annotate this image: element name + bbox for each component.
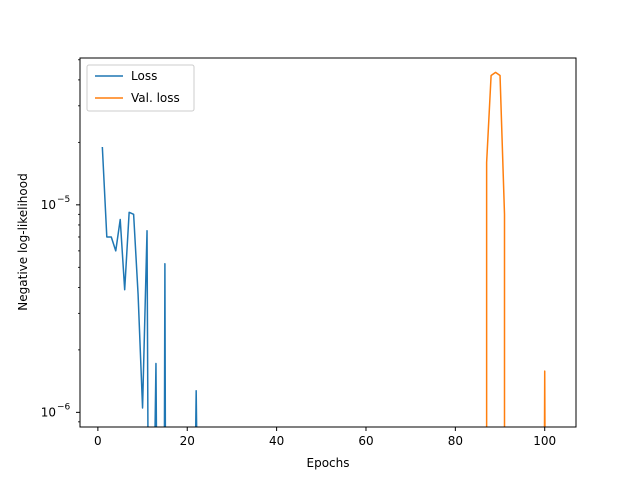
series-line-loss-2 bbox=[163, 263, 167, 427]
y-axis-label: Negative log-likelihood bbox=[16, 173, 30, 310]
legend-label: Loss bbox=[131, 69, 157, 83]
series-line-val-loss-0 bbox=[485, 71, 506, 427]
x-tick-label: 60 bbox=[358, 434, 373, 448]
x-tick-label: 100 bbox=[533, 434, 556, 448]
series-line-loss-0 bbox=[101, 146, 149, 427]
legend-label: Val. loss bbox=[131, 91, 180, 105]
series-line-loss-3 bbox=[194, 390, 198, 427]
y-tick-label-exponent: −6 bbox=[57, 402, 71, 412]
y-tick-label-exponent: −5 bbox=[57, 195, 70, 205]
series-line-loss-1 bbox=[154, 362, 158, 427]
y-tick-label: 10 bbox=[41, 198, 56, 212]
x-tick-label: 40 bbox=[269, 434, 284, 448]
x-axis-label: Epochs bbox=[307, 456, 350, 470]
plot-frame bbox=[79, 57, 577, 428]
y-tick-label: 10 bbox=[41, 405, 56, 419]
plot-area bbox=[80, 58, 576, 427]
x-tick-label: 80 bbox=[448, 434, 463, 448]
series-layer bbox=[101, 71, 546, 427]
legend: Loss Val. loss bbox=[86, 64, 195, 112]
x-tick-label: 0 bbox=[94, 434, 102, 448]
x-tick-label: 20 bbox=[180, 434, 195, 448]
